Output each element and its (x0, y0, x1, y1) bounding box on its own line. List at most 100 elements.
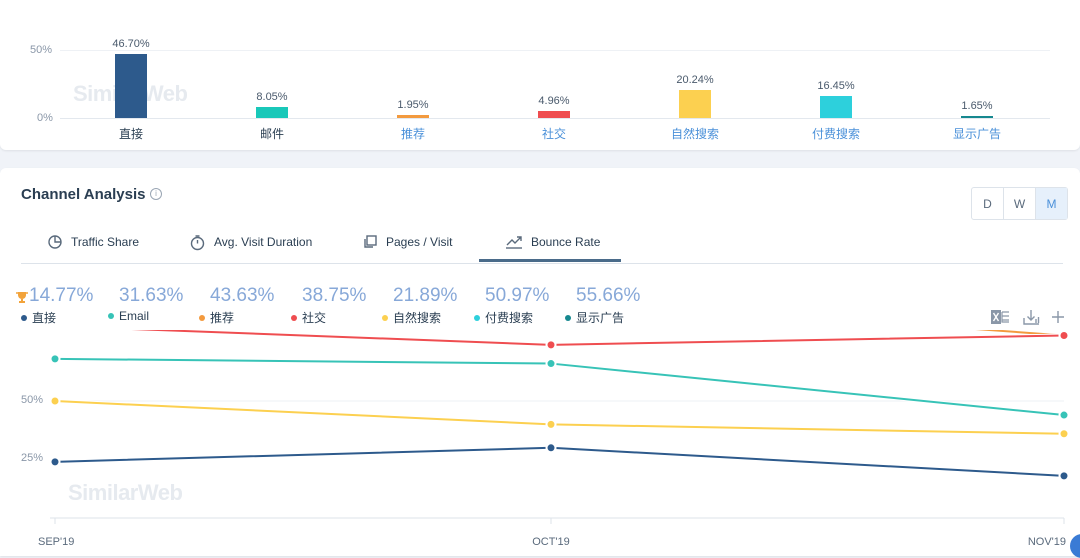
legend-dot (108, 313, 114, 319)
legend-value: 55.66% (576, 285, 641, 306)
tab-avg-visit-duration[interactable]: Avg. Visit Duration (189, 222, 312, 262)
bar[interactable] (397, 115, 429, 118)
legend-dot (382, 314, 388, 321)
bar-category-label[interactable]: 显示广告 (952, 127, 1001, 141)
legend-item-referral[interactable]: 43.63% (210, 285, 274, 307)
timer-icon (190, 234, 205, 250)
bar-y-tick-50: 50% (30, 44, 53, 56)
legend-item-paid-search[interactable]: 50.97% (485, 285, 549, 307)
bar-value-label: 20.24% (676, 74, 714, 87)
legend-dot (199, 314, 205, 321)
legend-value: 38.75% (302, 285, 367, 306)
bar-category-label[interactable]: 付费搜索 (811, 127, 860, 141)
bar-category-label: 直接 (118, 127, 143, 141)
legend-label-email: Email (108, 309, 149, 323)
legend-value: 21.89% (393, 285, 458, 306)
tabs-divider (21, 263, 1063, 264)
bar-value-label: 1.65% (961, 99, 993, 112)
legend-label-paid-search: 付费搜索 (474, 309, 533, 326)
series-point[interactable] (1058, 470, 1070, 482)
series-point[interactable] (49, 353, 61, 365)
legend-label-text: 付费搜索 (485, 311, 534, 325)
section-title: Channel Analysis (21, 186, 146, 203)
legend-item-email[interactable]: 31.63% (119, 285, 183, 307)
legend-label-text: 自然搜索 (393, 311, 442, 325)
tab-label: Traffic Share (71, 235, 140, 249)
series-point[interactable] (545, 339, 557, 351)
period-month-button[interactable]: M (1035, 188, 1067, 219)
x-tick-label: SEP'19 (38, 536, 74, 548)
legend-item-display-ads[interactable]: 55.66% (576, 285, 640, 307)
legend-item-organic-search[interactable]: 21.89% (393, 285, 457, 307)
legend-label-text: 推荐 (210, 311, 235, 325)
bar-category-label[interactable]: 社交 (541, 127, 566, 141)
series-point[interactable] (49, 395, 61, 407)
legend-dot (565, 314, 571, 321)
bar-category-label: 邮件 (259, 127, 284, 141)
series-line[interactable] (54, 446, 1065, 477)
series-line-halo (54, 399, 1065, 436)
x-tick-label: OCT'19 (532, 536, 570, 548)
info-icon[interactable]: i (150, 188, 162, 200)
series-point[interactable] (545, 418, 557, 430)
series-point[interactable] (1058, 428, 1070, 440)
bar[interactable] (820, 95, 852, 118)
add-icon[interactable] (1050, 308, 1066, 326)
tab-traffic-share[interactable]: Traffic Share (47, 222, 139, 262)
bar[interactable] (256, 107, 288, 118)
legend-value: 31.63% (119, 285, 184, 306)
tab-pages-per-visit[interactable]: Pages / Visit (362, 222, 452, 262)
channel-bar-card (0, 0, 1080, 150)
line-y-tick-25: 25% (21, 452, 44, 464)
bar[interactable] (679, 90, 711, 118)
legend-dot (21, 314, 27, 321)
series-line-halo (54, 445, 1065, 478)
legend-label-text: 显示广告 (576, 311, 625, 325)
pie-chart-icon (48, 235, 62, 249)
tab-label: Avg. Visit Duration (214, 235, 313, 249)
legend-label-display-ads: 显示广告 (565, 309, 624, 326)
period-week-button[interactable]: W (1003, 188, 1035, 219)
chat-bubble-button[interactable] (1070, 534, 1080, 558)
trophy-icon (16, 292, 28, 303)
bar-category-label[interactable]: 自然搜索 (670, 127, 719, 141)
bar[interactable] (538, 111, 570, 118)
series-point[interactable] (1058, 330, 1070, 341)
legend-label-referral: 推荐 (199, 309, 234, 326)
series-point[interactable] (1058, 409, 1070, 421)
bar-value-label: 16.45% (817, 79, 855, 92)
bar-grid-line-0 (60, 118, 1050, 119)
bar-y-tick-0: 0% (37, 112, 53, 124)
trend-icon (506, 236, 522, 249)
bar[interactable] (115, 54, 147, 118)
active-tab-indicator (479, 259, 621, 262)
legend-value: 14.77% (29, 285, 94, 306)
series-point[interactable] (49, 456, 61, 468)
legend-label-text: Email (119, 309, 150, 323)
series-point[interactable] (545, 442, 557, 454)
bar-value-label: 46.70% (112, 38, 150, 51)
excel-export-icon[interactable] (990, 308, 1010, 326)
legend-label-social: 社交 (291, 309, 326, 326)
line-y-tick-50: 50% (21, 394, 44, 406)
bar-value-label: 4.96% (538, 95, 570, 108)
legend-label-text: 社交 (302, 311, 327, 325)
series-point[interactable] (545, 358, 557, 370)
legend-item-direct[interactable]: 14.77% (29, 285, 93, 307)
legend-item-social[interactable]: 38.75% (302, 285, 366, 307)
pages-icon (364, 235, 377, 248)
download-icon[interactable] (1022, 308, 1042, 326)
tab-label: Bounce Rate (531, 235, 601, 249)
series-point[interactable] (51, 330, 60, 332)
bar-category-label[interactable]: 推荐 (400, 127, 425, 141)
legend-label-organic-search: 自然搜索 (382, 309, 441, 326)
bounce-rate-line-chart: SEP'19 OCT'19 NOV'19 (38, 330, 1070, 548)
bar[interactable] (961, 115, 993, 118)
series-line[interactable] (55, 330, 1065, 346)
bar-value-label: 1.95% (397, 99, 429, 112)
bar-grid-line-50 (60, 50, 1050, 51)
legend-dot (474, 314, 480, 321)
series-line[interactable] (54, 400, 1065, 435)
period-day-button[interactable]: D (983, 196, 992, 211)
tab-bounce-rate[interactable]: Bounce Rate (505, 222, 600, 262)
